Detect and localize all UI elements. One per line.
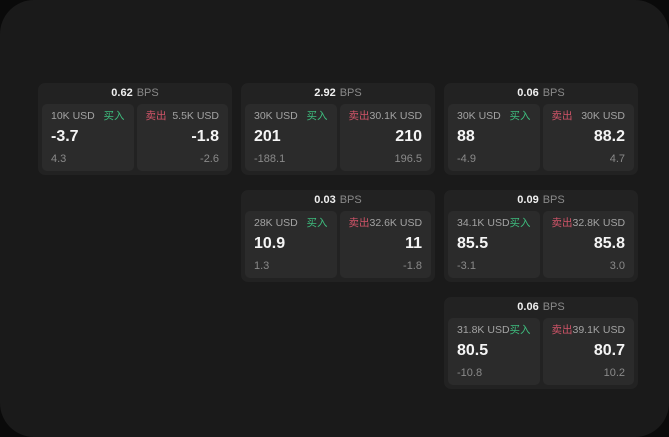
buy-button[interactable]: 买入: [509, 324, 531, 336]
bps-value: 2.92: [314, 87, 336, 99]
sell-amount: 32.8K USD: [572, 217, 626, 229]
buy-amount: 28K USD: [254, 217, 298, 229]
bps-unit-label: BPS: [542, 194, 565, 206]
buy-button[interactable]: 买入: [509, 217, 531, 229]
sell-amount: 32.6K USD: [369, 217, 423, 229]
sell-delta: 3.0: [609, 259, 625, 272]
buy-amount: 30K USD: [457, 110, 501, 122]
buy-button[interactable]: 买入: [103, 110, 125, 122]
bps-value: 0.06: [517, 87, 539, 99]
sell-panel[interactable]: 卖出 30K USD 88.2 4.7: [542, 104, 634, 171]
sell-panel[interactable]: 卖出 32.6K USD 11 -1.8: [339, 211, 431, 278]
buy-price: 88: [457, 127, 475, 145]
bps-value: 0.09: [517, 194, 539, 206]
sell-delta: 196.5: [394, 152, 422, 165]
bps-unit-label: BPS: [542, 87, 565, 99]
quote-card-1: 0.62 BPS 10K USD 买入 -3.7 4.3 卖出 5.5K USD…: [38, 83, 232, 175]
sell-amount: 30K USD: [581, 110, 625, 122]
buy-panel[interactable]: 10K USD 买入 -3.7 4.3: [42, 104, 134, 171]
buy-panel[interactable]: 31.8K USD 买入 80.5 -10.8: [448, 318, 540, 385]
bps-value: 0.06: [517, 301, 539, 313]
sell-button[interactable]: 卖出: [551, 110, 573, 122]
sell-button[interactable]: 卖出: [145, 110, 167, 122]
bps-header: 0.03 BPS: [241, 190, 435, 211]
buy-button[interactable]: 买入: [509, 110, 531, 122]
sell-panel[interactable]: 卖出 32.8K USD 85.8 3.0: [542, 211, 634, 278]
sell-delta: -2.6: [200, 152, 219, 165]
sell-price: 210: [395, 127, 422, 145]
sell-amount: 5.5K USD: [172, 110, 219, 122]
buy-price: 85.5: [457, 234, 489, 252]
buy-panel[interactable]: 34.1K USD 买入 85.5 -3.1: [448, 211, 540, 278]
bps-header: 2.92 BPS: [241, 83, 435, 104]
quote-card-3: 0.06 BPS 30K USD 买入 88 -4.9 卖出 30K USD 8…: [444, 83, 638, 175]
bps-unit-label: BPS: [339, 87, 362, 99]
buy-amount: 10K USD: [51, 110, 95, 122]
sell-price: -1.8: [191, 127, 219, 145]
buy-button[interactable]: 买入: [306, 110, 328, 122]
bps-unit-label: BPS: [136, 87, 159, 99]
bps-header: 0.06 BPS: [444, 297, 638, 318]
sell-button[interactable]: 卖出: [348, 110, 370, 122]
quote-card-5: 0.09 BPS 34.1K USD 买入 85.5 -3.1 卖出 32.8K…: [444, 190, 638, 282]
bps-unit-label: BPS: [542, 301, 565, 313]
bps-value: 0.62: [111, 87, 133, 99]
sell-amount: 39.1K USD: [572, 324, 626, 336]
sell-price: 85.8: [593, 234, 625, 252]
buy-price: 10.9: [254, 234, 286, 252]
buy-price: 80.5: [457, 341, 489, 359]
bps-header: 0.09 BPS: [444, 190, 638, 211]
sell-panel[interactable]: 卖出 30.1K USD 210 196.5: [339, 104, 431, 171]
sell-button[interactable]: 卖出: [348, 217, 370, 229]
bps-header: 0.06 BPS: [444, 83, 638, 104]
buy-delta: -10.8: [457, 366, 483, 379]
buy-amount: 31.8K USD: [457, 324, 510, 336]
sell-delta: 10.2: [603, 366, 625, 379]
sell-panel[interactable]: 卖出 5.5K USD -1.8 -2.6: [136, 104, 228, 171]
buy-amount: 30K USD: [254, 110, 298, 122]
sell-delta: 4.7: [609, 152, 625, 165]
quote-card-6: 0.06 BPS 31.8K USD 买入 80.5 -10.8 卖出 39.1…: [444, 297, 638, 389]
buy-amount: 34.1K USD: [457, 217, 510, 229]
sell-price: 88.2: [593, 127, 625, 145]
sell-button[interactable]: 卖出: [551, 217, 573, 229]
sell-panel[interactable]: 卖出 39.1K USD 80.7 10.2: [542, 318, 634, 385]
buy-delta: -4.9: [457, 152, 476, 165]
buy-panel[interactable]: 28K USD 买入 10.9 1.3: [245, 211, 337, 278]
bps-value: 0.03: [314, 194, 336, 206]
buy-delta: -188.1: [254, 152, 286, 165]
sell-delta: -1.8: [403, 259, 422, 272]
sell-button[interactable]: 卖出: [551, 324, 573, 336]
buy-price: 201: [254, 127, 281, 145]
buy-delta: -3.1: [457, 259, 476, 272]
sell-price: 11: [405, 234, 422, 252]
quote-card-4: 0.03 BPS 28K USD 买入 10.9 1.3 卖出 32.6K US…: [241, 190, 435, 282]
sell-price: 80.7: [593, 341, 625, 359]
buy-price: -3.7: [51, 127, 79, 145]
bps-header: 0.62 BPS: [38, 83, 232, 104]
buy-delta: 1.3: [254, 259, 270, 272]
buy-panel[interactable]: 30K USD 买入 201 -188.1: [245, 104, 337, 171]
quote-card-2: 2.92 BPS 30K USD 买入 201 -188.1 卖出 30.1K …: [241, 83, 435, 175]
buy-panel[interactable]: 30K USD 买入 88 -4.9: [448, 104, 540, 171]
bps-unit-label: BPS: [339, 194, 362, 206]
buy-delta: 4.3: [51, 152, 67, 165]
buy-button[interactable]: 买入: [306, 217, 328, 229]
sell-amount: 30.1K USD: [369, 110, 423, 122]
